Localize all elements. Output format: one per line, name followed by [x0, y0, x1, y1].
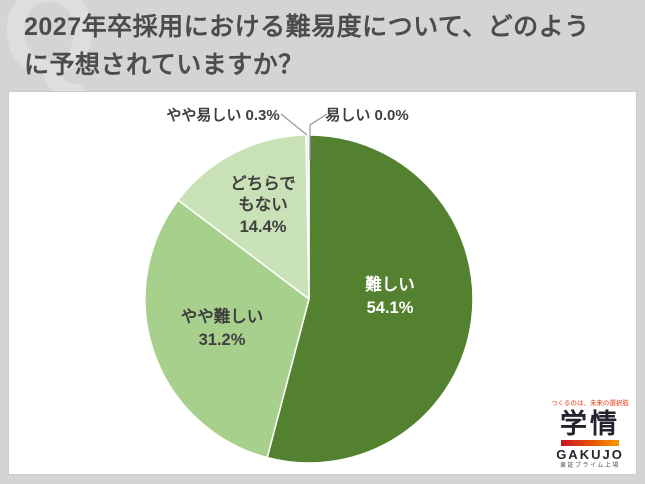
logo-listing-note: 東証プライム上場 — [560, 463, 620, 469]
logo-gradient-bar — [561, 440, 619, 446]
pie-label-1-0: やや難しい — [181, 306, 264, 326]
pie-label-0-1: 54.1% — [367, 299, 414, 317]
gakujo-logo: つくるのは、未来の選択肢 学情 GAKUJO 東証プライム上場 — [547, 401, 633, 469]
pie-label-2-1: もない — [238, 195, 288, 214]
pie-label-3-0: やや易しい 0.3% — [166, 107, 279, 124]
pie-slice-0 — [266, 134, 474, 464]
chart-panel: 難しい 54.1% やや難しい 31.2% どちらでもない 14.4% やや易しい 0.3%… — [8, 91, 637, 475]
logo-brand-jp: 学情 — [560, 408, 620, 439]
pie-slice-1 — [144, 199, 310, 459]
leader-line-0 — [280, 113, 308, 136]
pie-label-2-0: どちらで — [230, 174, 296, 193]
pie-slice-2 — [177, 134, 310, 300]
pie-label-1-1: 31.2% — [199, 331, 246, 349]
leader-line-1 — [309, 113, 328, 160]
pie-label-4-0: 易しい 0.0% — [325, 107, 408, 124]
page-title: 2027年卒採用における難易度について、どのように予想されていますか？ — [24, 13, 590, 79]
pie-slice-3 — [305, 134, 310, 300]
pie-label-0-0: 難しい — [365, 274, 415, 294]
pie-label-2-2: 14.4% — [240, 218, 287, 236]
logo-slogan-text: つくるのは、未来の選択肢 — [551, 400, 629, 408]
question-watermark: Q — [2, 0, 97, 99]
logo-brand-en: GAKUJO — [556, 447, 624, 462]
